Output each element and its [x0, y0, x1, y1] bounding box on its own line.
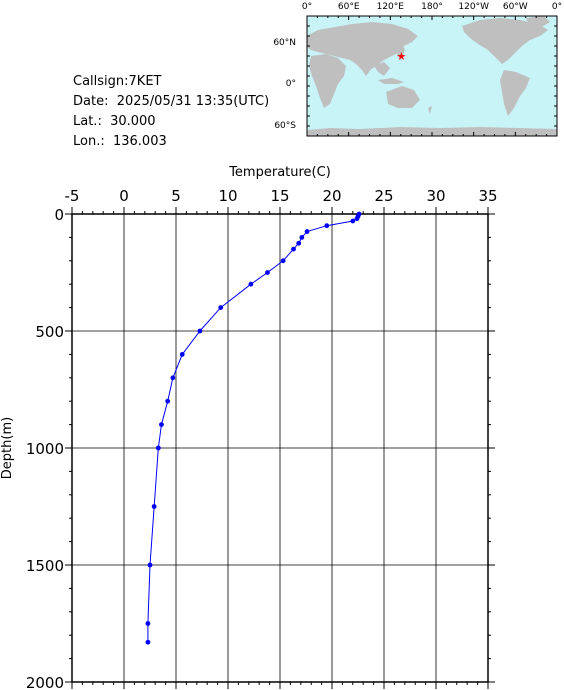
data-point — [299, 235, 305, 240]
map-label-60w: 60°W — [503, 2, 528, 12]
x-tick-label: 15 — [270, 187, 289, 205]
data-point — [165, 398, 171, 404]
y-tick-label: 500 — [35, 323, 64, 341]
chart-grid — [71, 213, 489, 683]
chart-minor-ticks — [65, 207, 495, 689]
data-point — [170, 375, 176, 381]
map-land — [307, 16, 557, 136]
callsign-label: Callsign:7KET — [73, 74, 162, 89]
map-label-120w: 120°W — [458, 2, 489, 12]
x-tick-label: 30 — [426, 187, 445, 205]
x-tick-label: 35 — [478, 187, 497, 205]
data-point — [350, 218, 356, 224]
x-tick-labels: -5 0 5 10 15 20 25 30 35 — [65, 187, 498, 205]
data-point — [304, 229, 310, 234]
data-point — [324, 223, 330, 229]
data-point — [265, 270, 270, 275]
x-tick-label: 25 — [374, 187, 393, 205]
y-tick-label: 1500 — [26, 557, 64, 575]
data-point — [155, 445, 161, 451]
y-tick-label: 2000 — [26, 674, 64, 690]
temperature-series — [145, 211, 362, 645]
star-icon: ★ — [397, 50, 407, 63]
map-label-equator: 0° — [286, 79, 296, 89]
data-point — [197, 328, 203, 334]
data-point — [145, 639, 151, 645]
map-label-60e: 60°E — [338, 2, 360, 12]
x-tick-label: 20 — [322, 187, 341, 205]
longitude-label: Lon.: 136.003 — [73, 134, 167, 149]
x-tick-label: 10 — [218, 187, 237, 205]
data-point — [159, 422, 164, 427]
map-label-0-east: 0° — [552, 2, 562, 12]
map-label-180: 180° — [421, 2, 443, 12]
x-axis-title: Temperature(C) — [228, 165, 331, 180]
data-point — [179, 352, 185, 357]
data-point — [354, 216, 360, 222]
y-tick-label: 0 — [54, 206, 64, 224]
map-label-60s: 60°S — [274, 121, 296, 131]
date-label: Date: 2025/05/31 13:35(UTC) — [73, 94, 270, 109]
series-line — [147, 213, 360, 643]
location-map: 0° 60°E 120°E 180° 120°W 60°W 0° 60°N 0°… — [273, 2, 562, 137]
map-label-120e: 120°E — [377, 2, 405, 12]
x-tick-label: 0 — [119, 187, 129, 205]
data-point — [218, 305, 224, 310]
y-axis-title: Depth(m) — [0, 417, 15, 479]
x-tick-label: 5 — [171, 187, 181, 205]
data-point — [147, 562, 153, 568]
map-label-0: 0° — [302, 2, 312, 12]
data-point — [145, 621, 151, 626]
x-tick-label: -5 — [65, 187, 80, 205]
map-ticks — [306, 15, 558, 137]
data-point — [280, 258, 286, 264]
latitude-label: Lat.: 30.000 — [73, 114, 156, 129]
y-tick-labels: 0 500 1000 1500 2000 — [26, 206, 64, 690]
y-tick-label: 1000 — [26, 440, 64, 458]
map-label-60n: 60°N — [273, 38, 296, 48]
data-point — [296, 240, 302, 246]
data-point — [248, 281, 254, 287]
data-point — [291, 246, 296, 252]
data-point — [151, 504, 157, 509]
